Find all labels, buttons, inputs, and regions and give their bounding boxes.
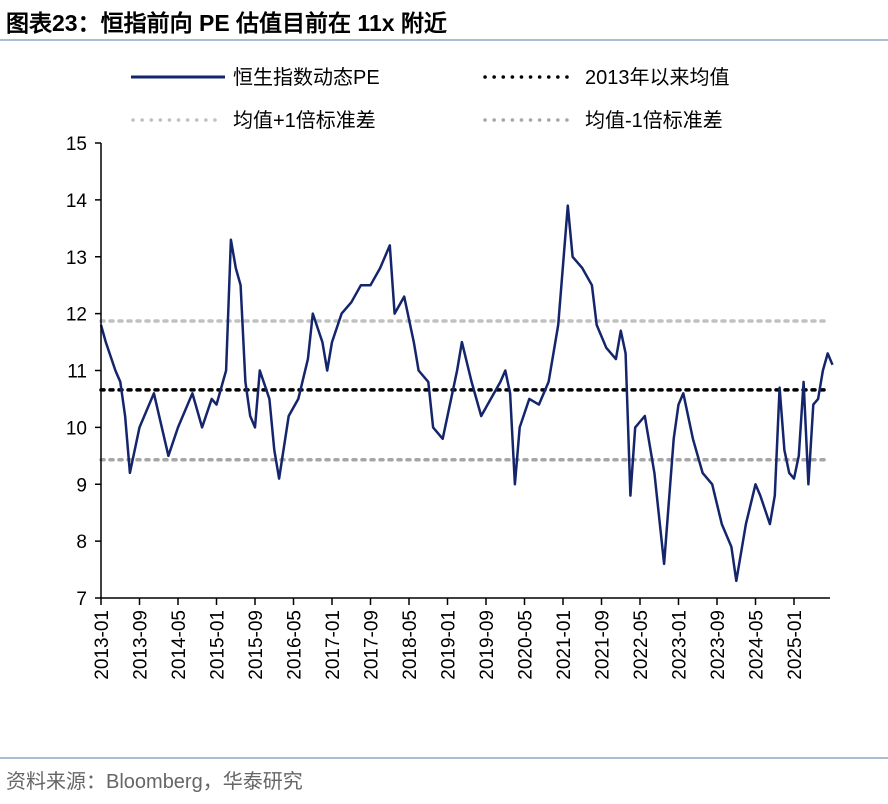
figure-title: 图表23：恒指前向 PE 估值目前在 11x 附近 xyxy=(6,10,447,36)
x-tick-label: 2017-09 xyxy=(362,610,383,680)
legend-label: 2013年以来均值 xyxy=(585,66,730,89)
x-tick-label: 2019-01 xyxy=(439,610,460,680)
x-tick-label: 2021-01 xyxy=(554,610,575,680)
x-tick-label: 2020-05 xyxy=(516,610,537,680)
source-note: 资料来源：Bloomberg，华泰研究 xyxy=(6,771,303,793)
x-tick-label: 2017-01 xyxy=(323,610,344,680)
pe-series-line xyxy=(99,204,834,583)
x-tick-label: 2025-01 xyxy=(785,610,806,680)
y-tick-label: 12 xyxy=(66,305,87,326)
x-tick-label: 2013-09 xyxy=(131,610,152,680)
legend-label: 均值-1倍标准差 xyxy=(585,109,723,132)
x-tick-label: 2024-05 xyxy=(747,610,768,680)
y-tick-label: 11 xyxy=(67,362,87,383)
y-tick-label: 7 xyxy=(76,589,87,610)
legend-label: 均值+1倍标准差 xyxy=(233,109,376,132)
legend-label: 恒生指数动态PE xyxy=(233,66,380,89)
y-tick-label: 8 xyxy=(76,532,87,553)
x-tick-label: 2014-05 xyxy=(169,610,190,680)
x-tick-label: 2016-05 xyxy=(285,610,306,680)
source-divider xyxy=(0,757,888,759)
x-tick-label: 2023-01 xyxy=(670,610,691,680)
x-tick-label: 2013-01 xyxy=(92,610,113,680)
x-tick-label: 2019-09 xyxy=(477,610,498,680)
y-tick-label: 15 xyxy=(66,134,87,155)
x-tick-label: 2021-09 xyxy=(593,610,614,680)
x-tick-label: 2018-05 xyxy=(400,610,421,680)
x-tick-label: 2022-05 xyxy=(631,610,652,680)
x-tick-label: 2015-01 xyxy=(208,610,229,680)
y-tick-label: 13 xyxy=(66,248,87,269)
x-tick-label: 2023-09 xyxy=(708,610,729,680)
x-tick-label: 2015-09 xyxy=(246,610,267,680)
title-divider xyxy=(0,39,888,41)
y-tick-label: 9 xyxy=(76,475,87,496)
y-tick-label: 14 xyxy=(66,191,88,212)
y-tick-label: 10 xyxy=(66,418,87,439)
